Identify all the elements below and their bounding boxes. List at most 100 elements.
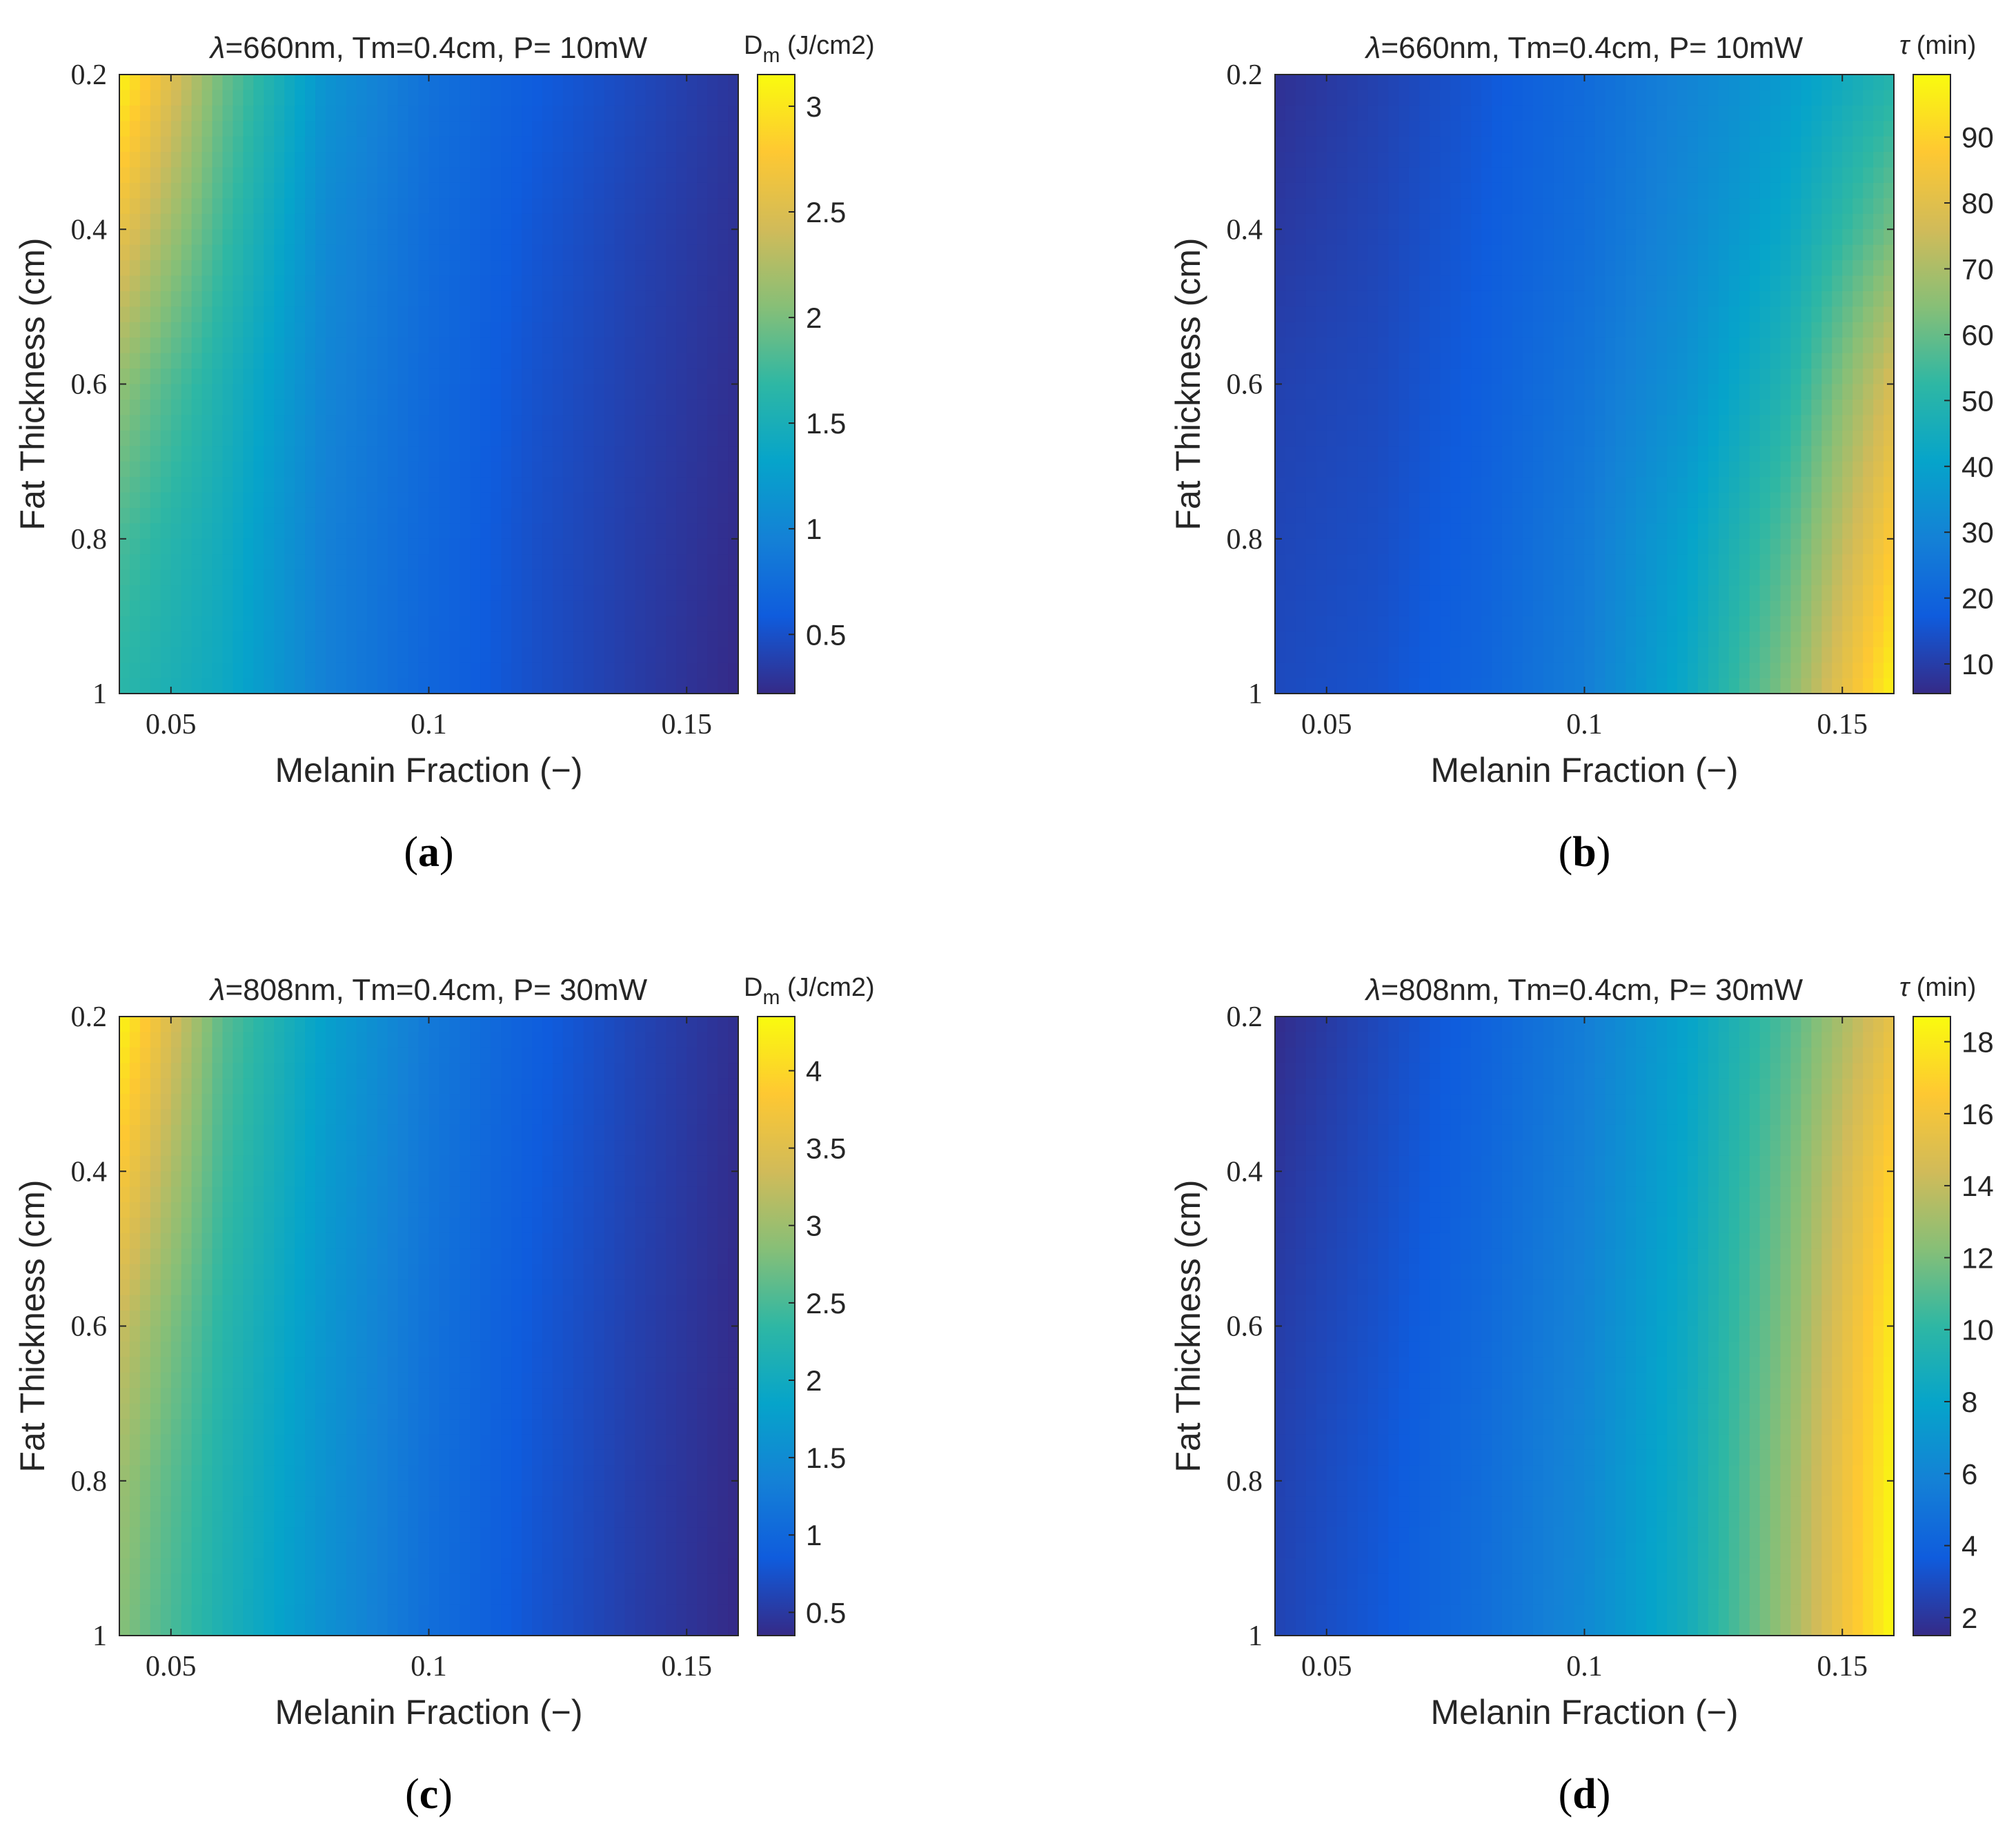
heatmap-cell xyxy=(1336,167,1348,184)
heatmap-cell xyxy=(1821,322,1833,339)
heatmap-cell xyxy=(284,167,295,184)
heatmap-cell xyxy=(718,538,729,555)
heatmap-cell xyxy=(1461,337,1472,354)
heatmap-cell xyxy=(707,244,718,261)
heatmap-cell xyxy=(470,90,482,106)
heatmap-cell xyxy=(366,105,378,122)
heatmap-cell xyxy=(1594,415,1606,431)
heatmap-cell xyxy=(1801,213,1812,230)
heatmap-cell xyxy=(635,306,646,323)
heatmap-cell xyxy=(1718,554,1730,571)
heatmap-cell xyxy=(418,182,430,199)
heatmap-cell xyxy=(181,90,192,106)
heatmap-cell xyxy=(170,477,182,493)
heatmap-cell xyxy=(686,105,698,122)
heatmap-cell xyxy=(1708,384,1719,400)
heatmap-cell xyxy=(624,507,636,524)
heatmap-cell xyxy=(1884,121,1895,137)
heatmap-cell xyxy=(1285,384,1296,400)
heatmap-cell xyxy=(418,477,430,493)
heatmap-cell xyxy=(1739,152,1750,168)
heatmap-cell xyxy=(1285,75,1296,91)
panel-caption: (a) xyxy=(404,829,453,876)
heatmap-cell xyxy=(1667,75,1678,91)
heatmap-cell xyxy=(315,275,326,292)
heatmap-cell xyxy=(480,152,491,168)
heatmap-cell xyxy=(728,291,739,308)
heatmap-cell xyxy=(1543,198,1554,215)
heatmap-cell xyxy=(676,244,688,261)
heatmap-cell xyxy=(1739,415,1750,431)
heatmap-cell xyxy=(1739,213,1750,230)
heatmap-cell xyxy=(1677,136,1688,153)
heatmap-cell xyxy=(129,492,141,509)
heatmap-cell xyxy=(624,647,636,663)
heatmap-cell xyxy=(1378,415,1390,431)
heatmap-cell xyxy=(552,647,564,663)
heatmap-cell xyxy=(552,244,564,261)
heatmap-cell xyxy=(1450,306,1461,323)
heatmap-cell xyxy=(635,616,646,633)
heatmap-cell xyxy=(1388,569,1400,586)
heatmap-cell xyxy=(418,569,430,586)
heatmap-cell xyxy=(593,353,605,369)
heatmap-cell xyxy=(552,678,564,694)
heatmap-cell xyxy=(728,415,739,431)
heatmap-cell xyxy=(583,198,595,215)
heatmap-cell xyxy=(1367,663,1379,679)
heatmap-cell xyxy=(1739,492,1750,509)
heatmap-cell xyxy=(573,430,584,447)
heatmap-cell xyxy=(697,616,708,633)
heatmap-cell xyxy=(1770,647,1781,663)
heatmap-cell xyxy=(1305,569,1317,586)
heatmap-cell xyxy=(1399,121,1410,137)
heatmap-cell xyxy=(397,90,409,106)
heatmap-cell xyxy=(1491,507,1503,524)
heatmap-cell xyxy=(718,182,729,199)
heatmap-cell xyxy=(1357,507,1369,524)
heatmap-cell xyxy=(1532,647,1544,663)
heatmap-cell xyxy=(1347,322,1358,339)
heatmap-cell xyxy=(718,492,729,509)
heatmap-cell xyxy=(1728,167,1740,184)
heatmap-cell xyxy=(264,477,275,493)
heatmap-cell xyxy=(1842,461,1853,478)
heatmap-cell xyxy=(459,105,471,122)
heatmap-cell xyxy=(264,152,275,168)
heatmap-cell xyxy=(1430,523,1441,540)
heatmap-cell xyxy=(1677,384,1688,400)
heatmap-cell xyxy=(129,523,141,540)
heatmap-cell xyxy=(666,384,678,400)
heatmap-cell xyxy=(1821,337,1833,354)
heatmap-cell xyxy=(1522,136,1534,153)
heatmap-cell xyxy=(718,430,729,447)
heatmap-cell xyxy=(201,291,213,308)
heatmap-cell xyxy=(1275,492,1286,509)
heatmap-cell xyxy=(1584,678,1596,694)
heatmap-cell xyxy=(1842,631,1853,648)
heatmap-cell xyxy=(274,229,285,246)
heatmap-cell xyxy=(212,569,224,586)
heatmap-cell xyxy=(1532,275,1544,292)
heatmap-cell xyxy=(1409,291,1421,308)
heatmap-cell xyxy=(1461,523,1472,540)
heatmap-cell xyxy=(212,616,224,633)
heatmap-cell xyxy=(1409,105,1421,122)
heatmap-cell xyxy=(707,569,718,586)
heatmap-cell xyxy=(243,322,255,339)
heatmap-cell xyxy=(326,461,337,478)
heatmap-cell xyxy=(1450,663,1461,679)
heatmap-cell xyxy=(666,353,678,369)
heatmap-cell xyxy=(562,616,574,633)
heatmap-cell xyxy=(583,229,595,246)
heatmap-cell xyxy=(604,306,615,323)
heatmap-cell xyxy=(1316,121,1327,137)
heatmap-cell xyxy=(1563,600,1575,617)
heatmap-cell xyxy=(150,337,161,354)
heatmap-cell xyxy=(614,663,626,679)
heatmap-cell xyxy=(1667,569,1678,586)
heatmap-cell xyxy=(1605,213,1617,230)
heatmap-cell xyxy=(356,384,368,400)
heatmap-cell xyxy=(139,229,151,246)
heatmap-cell xyxy=(1491,136,1503,153)
